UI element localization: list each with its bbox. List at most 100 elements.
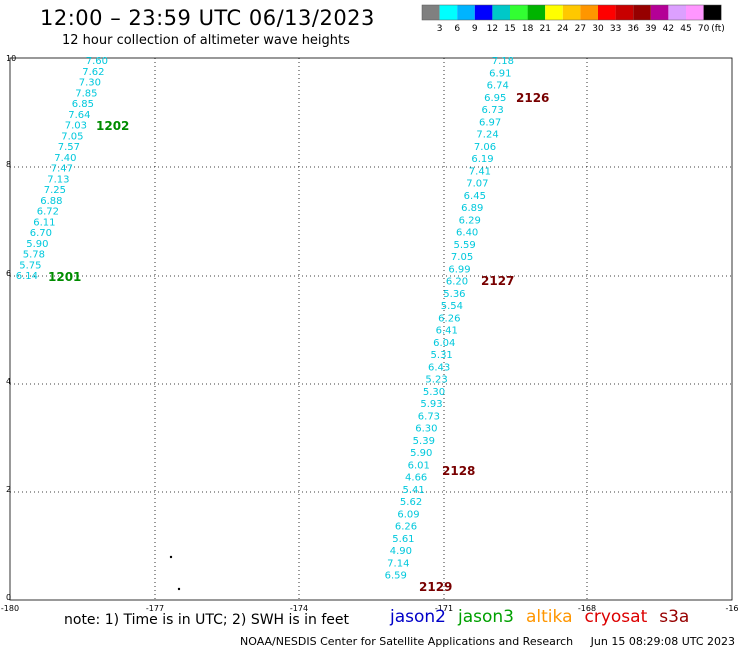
colorbar-swatch [650, 5, 669, 20]
left-track-value: 7.57 [58, 142, 80, 153]
satellite-jason2: jason2 [390, 607, 446, 627]
satellite-cryosat: cryosat [584, 607, 648, 627]
right-track-value: 6.20 [446, 277, 468, 288]
right-track-value: 5.62 [400, 497, 422, 508]
colorbar-swatch [633, 5, 651, 20]
colorbar-swatch [457, 5, 475, 20]
colorbar-swatch [545, 5, 563, 20]
right-track-value: 6.26 [438, 313, 460, 324]
y-axis-ticks: 0 2 4 6 8 10 [6, 54, 16, 602]
colorbar-swatch [580, 5, 598, 20]
left-track-value: 7.62 [82, 67, 104, 78]
colorbar-swatch [422, 5, 440, 20]
pass-label: 2129 [419, 580, 452, 594]
colorbar-label: 45 [680, 24, 691, 34]
y-tick-label: 8 [6, 160, 11, 169]
right-track-value: 6.30 [415, 424, 437, 435]
left-track-value: 5.75 [19, 260, 41, 271]
right-track-value: 6.26 [395, 522, 417, 533]
pass-label: 2128 [442, 464, 475, 478]
colorbar-label: 30 [592, 24, 604, 34]
footer-timestamp: Jun 15 08:29:08 UTC 2023 [590, 635, 736, 648]
left-track-value: 5.78 [23, 250, 45, 261]
right-track-value: 5.54 [441, 301, 463, 312]
colorbar-label: 27 [575, 24, 586, 34]
right-track-value: 6.40 [456, 228, 478, 239]
left-track-value: 7.60 [86, 56, 108, 67]
x-axis-ticks: -180 -177 -174 -171 -168 -16 [1, 604, 739, 613]
left-track-value: 6.72 [37, 207, 59, 218]
colorbar-label: 15 [504, 24, 515, 34]
right-track-value: 6.59 [385, 571, 407, 582]
colorbar-label: 36 [627, 24, 639, 34]
right-track-value: 4.90 [390, 546, 412, 557]
colorbar-border [421, 4, 722, 21]
plot-frame [9, 57, 733, 601]
right-track-value: 6.95 [484, 93, 506, 104]
colorbar-swatch [492, 5, 510, 20]
satellite-s3a: s3a [659, 607, 690, 627]
right-track-value: 6.73 [418, 411, 440, 422]
map-dot [177, 587, 181, 591]
colorbar-swatch [686, 5, 704, 20]
x-tick-label: -16 [725, 604, 738, 613]
left-track-value: 7.47 [51, 164, 73, 175]
right-track-value: 6.74 [487, 81, 509, 92]
right-track-value: 6.43 [428, 362, 450, 373]
left-track-value: 7.30 [79, 78, 101, 89]
left-track-value: 7.13 [47, 174, 69, 185]
colorbar-swatch [668, 5, 686, 20]
note-text: note: 1) Time is in UTC; 2) SWH is in fe… [64, 612, 350, 628]
right-track-value: 7.14 [387, 558, 409, 569]
right-track-value: 5.36 [443, 289, 465, 300]
pass-label: 2127 [481, 274, 514, 288]
colorbar-swatch [703, 5, 722, 20]
left-track-value: 7.85 [75, 88, 97, 99]
left-track-value: 7.25 [44, 185, 66, 196]
colorbar-unit: (ft) [711, 24, 725, 34]
footer: NOAA/NESDIS Center for Satellite Applica… [240, 635, 740, 648]
page-title: 12:00 – 23:59 UTC 06/13/2023 [40, 6, 375, 30]
colorbar-label: 42 [663, 24, 674, 34]
right-track-value: 6.99 [448, 264, 470, 275]
pass-label: 1202 [96, 119, 129, 133]
right-track-value: 6.01 [408, 460, 430, 471]
right-track-value: 6.45 [464, 191, 486, 202]
left-track-value: 7.40 [54, 153, 76, 164]
left-track-value: 7.64 [68, 110, 90, 121]
x-tick-label: -180 [1, 604, 19, 613]
left-track-value: 6.70 [30, 228, 52, 239]
right-track-value: 6.29 [459, 215, 481, 226]
right-track-value: 6.09 [397, 509, 419, 520]
satellite-legend: jason2 jason3 altika cryosat s3a [390, 607, 701, 627]
satellite-jason3: jason3 [458, 607, 514, 627]
grid-lines [10, 58, 732, 600]
right-track-value: 4.66 [405, 473, 427, 484]
colorbar-swatch [562, 5, 581, 20]
left-track-value: 6.14 [16, 271, 38, 282]
right-track-value: 5.90 [410, 448, 432, 459]
colorbar-label: 6 [454, 24, 460, 34]
y-tick-label: 4 [6, 377, 11, 386]
right-track-value: 6.97 [479, 117, 501, 128]
right-track-value: 5.30 [423, 387, 445, 398]
x-tick-label: -177 [146, 604, 164, 613]
y-tick-label: 2 [6, 485, 11, 494]
right-track-value: 5.59 [453, 240, 475, 251]
right-track-value: 6.04 [433, 338, 455, 349]
left-track-value: 6.88 [40, 196, 62, 207]
colorbar-label: 3 [437, 24, 443, 34]
right-track-value: 7.06 [474, 142, 496, 153]
right-track-value: 6.19 [471, 154, 493, 165]
x-tick-label: -168 [578, 604, 596, 613]
left-track-value: 7.05 [61, 131, 83, 142]
colorbar-label: 12 [487, 24, 498, 34]
pass-label: 2126 [516, 91, 549, 105]
colorbar-swatch [439, 5, 458, 20]
page-subtitle: 12 hour collection of altimeter wave hei… [62, 33, 350, 48]
left-track-value: 7.03 [65, 121, 87, 132]
right-track-value: 7.18 [492, 56, 514, 67]
right-track-value: 5.41 [402, 485, 424, 496]
colorbar-label: 70 [698, 24, 710, 34]
colorbar-label: 21 [539, 24, 550, 34]
